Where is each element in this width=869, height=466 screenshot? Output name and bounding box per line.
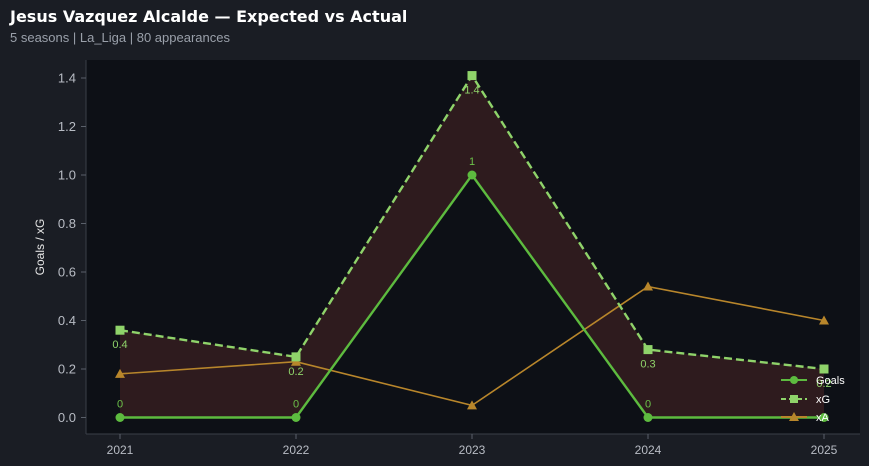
legend: Goals xG xA (781, 375, 845, 424)
point-xg (643, 345, 653, 355)
y-tick-label: 1.2 (58, 119, 76, 134)
series-layer (115, 71, 829, 422)
data-label-goals: 0 (645, 399, 651, 411)
y-ticks: 0.0 0.2 0.4 0.6 0.8 1.0 1.2 1.4 (58, 71, 86, 425)
data-label-xg: 0.2 (288, 366, 303, 378)
point-xg (467, 71, 477, 81)
y-tick-label: 0.8 (58, 216, 76, 231)
data-label-goals: 0 (293, 399, 299, 411)
x-tick-label: 2024 (635, 443, 662, 457)
y-tick-label: 0.6 (58, 265, 76, 280)
legend-marker (790, 376, 798, 384)
chart-header: Jesus Vazquez Alcalde — Expected vs Actu… (10, 6, 407, 47)
data-label-goals: 1 (469, 156, 475, 168)
point-goals (643, 413, 653, 422)
goals-xg-fill (120, 75, 824, 418)
data-label-xg: 1.4 (464, 85, 479, 97)
chart-title: Jesus Vazquez Alcalde — Expected vs Actu… (10, 7, 408, 26)
legend-marker (790, 395, 798, 403)
data-labels: 0 0 1 0 0.4 0.2 1.4 0.3 0.2 (112, 85, 831, 411)
legend-label: Goals (816, 375, 845, 387)
point-goals (291, 413, 301, 422)
y-tick-label: 1.4 (58, 71, 76, 86)
point-goals (467, 170, 477, 180)
legend-marker (789, 412, 799, 421)
data-label-xg: 0.3 (640, 359, 655, 371)
data-label-xg: 0.2 (816, 378, 831, 390)
y-axis-label: Goals / xG (33, 219, 47, 276)
y-tick-label: 0.2 (58, 362, 76, 377)
point-xg (115, 325, 125, 335)
legend-label: xA (816, 412, 830, 424)
point-goals (819, 413, 829, 422)
point-xa (467, 400, 477, 410)
y-tick-label: 0.0 (58, 410, 76, 425)
point-xa (643, 281, 653, 291)
data-label-goals: 0 (117, 399, 123, 411)
x-tick-label: 2021 (107, 443, 134, 457)
chart-subtitle: 5 seasons | La_Liga | 80 appearances (10, 30, 230, 45)
fill-area (120, 75, 824, 418)
data-label-xg: 0.4 (112, 339, 127, 351)
x-tick-label: 2022 (283, 443, 310, 457)
y-tick-label: 1.0 (58, 168, 76, 183)
y-tick-label: 0.4 (58, 313, 76, 328)
x-tick-label: 2025 (811, 443, 838, 457)
x-tick-label: 2023 (459, 443, 486, 457)
point-goals (115, 413, 125, 422)
point-xg (291, 352, 301, 362)
legend-label: xG (816, 394, 830, 406)
point-xg (819, 364, 829, 374)
point-xa (819, 315, 829, 325)
point-xa (115, 368, 125, 378)
x-ticks: 2021 2022 2023 2024 2025 (107, 434, 838, 457)
